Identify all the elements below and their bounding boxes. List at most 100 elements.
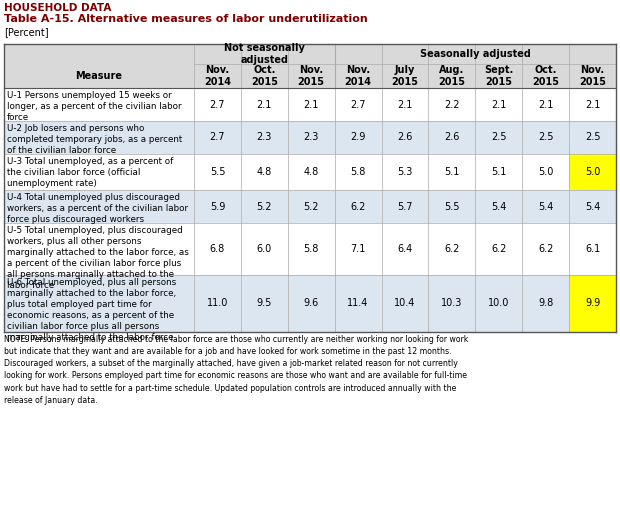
Text: 4.8: 4.8 [257,167,272,177]
Bar [522,88,569,121]
Bar [335,88,381,121]
Bar [476,190,522,223]
Bar [194,275,241,332]
Bar [522,190,569,223]
Bar [476,88,522,121]
Text: Seasonally adjusted: Seasonally adjusted [420,49,531,59]
Text: [Percent]: [Percent] [4,27,48,37]
Text: 5.9: 5.9 [210,201,225,212]
Bar [569,154,616,190]
Bar [288,88,335,121]
Text: 5.5: 5.5 [210,167,225,177]
Text: Aug.
2015: Aug. 2015 [438,65,466,87]
Text: 5.5: 5.5 [444,201,459,212]
Text: 11.0: 11.0 [206,298,228,308]
Text: Nov.
2015: Nov. 2015 [298,65,325,87]
Text: HOUSEHOLD DATA: HOUSEHOLD DATA [4,3,112,13]
Text: 2.1: 2.1 [538,99,554,110]
Bar [569,275,616,332]
Bar [241,275,288,332]
Text: 2.3: 2.3 [304,133,319,142]
Bar [4,44,616,88]
Text: U-6 Total unemployed, plus all persons
marginally attached to the labor force,
p: U-6 Total unemployed, plus all persons m… [7,278,176,343]
Bar [241,223,288,275]
Bar [476,121,522,154]
Text: 5.7: 5.7 [397,201,413,212]
Text: 6.4: 6.4 [397,244,413,254]
Text: 5.3: 5.3 [397,167,413,177]
Bar [194,121,241,154]
Bar [241,190,288,223]
Text: Nov.
2014: Nov. 2014 [345,65,371,87]
Text: 6.2: 6.2 [444,244,459,254]
Text: 6.8: 6.8 [210,244,225,254]
Bar [476,223,522,275]
Text: 2.3: 2.3 [257,133,272,142]
Bar [522,275,569,332]
Text: Nov.
2015: Nov. 2015 [579,65,606,87]
Bar [4,223,194,275]
Text: 2.1: 2.1 [257,99,272,110]
Text: Nov.
2014: Nov. 2014 [204,65,231,87]
Bar [428,154,476,190]
Text: 6.2: 6.2 [538,244,554,254]
Text: U-1 Persons unemployed 15 weeks or
longer, as a percent of the civilian labor
fo: U-1 Persons unemployed 15 weeks or longe… [7,91,182,122]
Text: 5.1: 5.1 [444,167,459,177]
Text: 5.8: 5.8 [350,167,366,177]
Bar [476,275,522,332]
Text: 2.6: 2.6 [397,133,413,142]
Bar [335,223,381,275]
Text: 5.1: 5.1 [491,167,507,177]
Bar [288,154,335,190]
Bar [381,190,428,223]
Text: 2.1: 2.1 [304,99,319,110]
Text: NOTE: Persons marginally attached to the labor force are those who currently are: NOTE: Persons marginally attached to the… [4,335,468,405]
Text: 2.1: 2.1 [491,99,507,110]
Text: 5.8: 5.8 [304,244,319,254]
Bar [335,121,381,154]
Bar [569,190,616,223]
Text: 2.5: 2.5 [538,133,554,142]
Bar [476,154,522,190]
Text: 2.2: 2.2 [444,99,459,110]
Text: July
2015: July 2015 [391,65,419,87]
Text: 2.1: 2.1 [585,99,600,110]
Text: 9.9: 9.9 [585,298,600,308]
Text: 10.3: 10.3 [441,298,463,308]
Bar [241,154,288,190]
Bar [428,223,476,275]
Text: 2.9: 2.9 [350,133,366,142]
Text: 10.0: 10.0 [488,298,510,308]
Text: 7.1: 7.1 [350,244,366,254]
Text: 2.7: 2.7 [210,133,225,142]
Bar [428,121,476,154]
Text: 5.4: 5.4 [491,201,507,212]
Text: 5.2: 5.2 [257,201,272,212]
Text: U-4 Total unemployed plus discouraged
workers, as a percent of the civilian labo: U-4 Total unemployed plus discouraged wo… [7,193,188,224]
Text: 10.4: 10.4 [394,298,415,308]
Bar [4,275,194,332]
Text: 6.2: 6.2 [491,244,507,254]
Bar [4,121,194,154]
Bar [381,121,428,154]
Text: 6.0: 6.0 [257,244,272,254]
Bar [335,190,381,223]
Bar [4,88,194,121]
Bar [428,275,476,332]
Bar [288,190,335,223]
Bar [428,88,476,121]
Bar [569,88,616,121]
Bar [381,223,428,275]
Text: 4.8: 4.8 [304,167,319,177]
Bar [241,121,288,154]
Text: 2.7: 2.7 [210,99,225,110]
Bar [288,223,335,275]
Bar [335,154,381,190]
Bar [288,121,335,154]
Text: Oct.
2015: Oct. 2015 [532,65,559,87]
Text: 11.4: 11.4 [347,298,369,308]
Text: 2.5: 2.5 [491,133,507,142]
Bar [288,275,335,332]
Bar [4,154,194,190]
Bar [569,223,616,275]
